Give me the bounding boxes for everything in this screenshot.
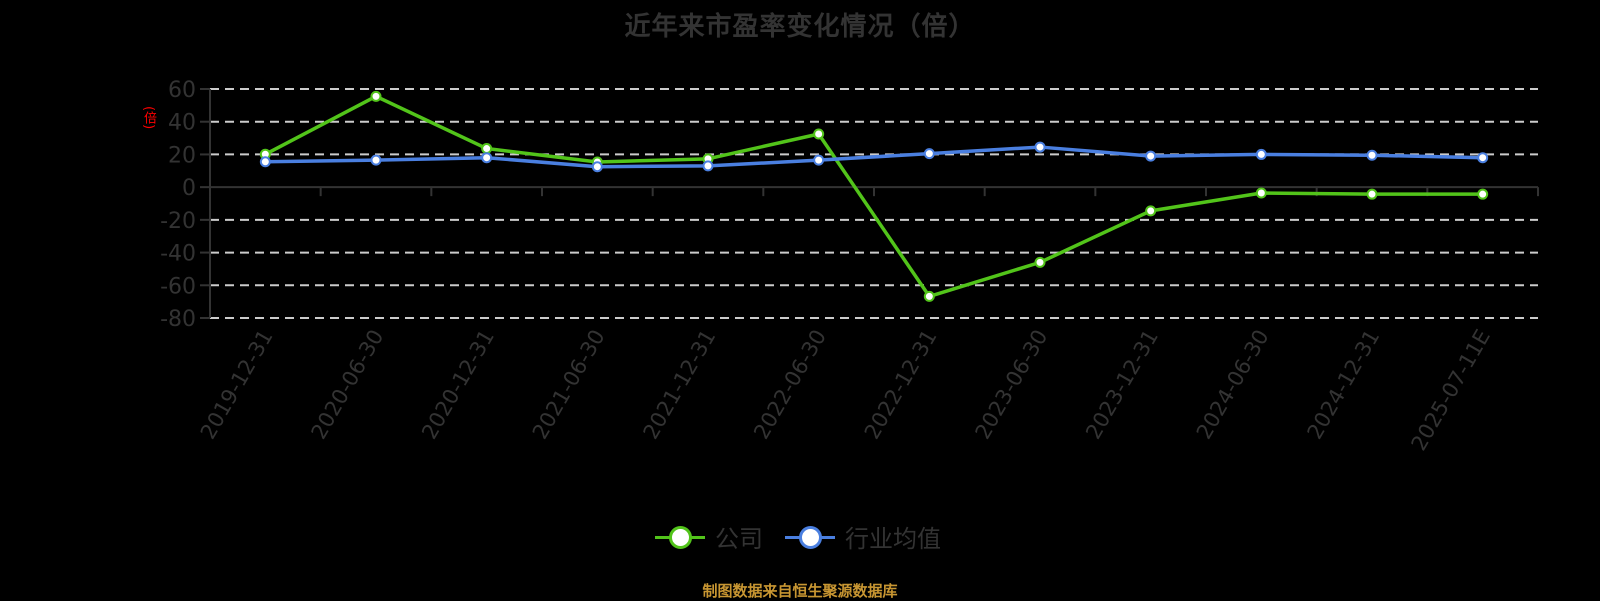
svg-text:60: 60 [168,78,196,103]
svg-text:2021-12-31: 2021-12-31 [639,326,721,444]
svg-text:0: 0 [182,176,196,201]
legend-item-company[interactable]: 公司 [655,519,763,554]
svg-text:2023-06-30: 2023-06-30 [971,326,1053,444]
svg-text:2022-12-31: 2022-12-31 [860,325,942,443]
legend-item-industry[interactable]: 行业均值 [785,519,941,554]
svg-text:2020-06-30: 2020-06-30 [307,326,389,444]
chart-title: 近年来市盈率变化情况（倍） [624,12,976,42]
x-axis [209,89,1539,318]
svg-text:2023-12-31: 2023-12-31 [1081,326,1163,444]
grid-lines [210,88,1538,319]
svg-text:2020-12-31: 2020-12-31 [417,325,499,443]
legend: 公司 行业均值 [655,519,941,554]
svg-text:2024-06-30: 2024-06-30 [1192,326,1274,444]
svg-text:-40: -40 [160,242,196,267]
svg-text:2022-06-30: 2022-06-30 [749,326,831,444]
svg-text:40: 40 [168,111,196,136]
legend-label-industry: 行业均值 [845,525,941,553]
svg-text:-60: -60 [160,274,196,299]
legend-marker-company-icon [655,525,705,549]
legend-label-company: 公司 [715,525,763,553]
legend-marker-industry-icon [785,525,835,549]
svg-text:2019-12-31: 2019-12-31 [196,326,278,444]
svg-text:20: 20 [168,143,196,168]
svg-text:2021-06-30: 2021-06-30 [528,326,610,444]
svg-text:-80: -80 [160,307,196,332]
x-axis-labels: 2019-12-31 2020-06-30 2020-12-31 2021-06-30… [196,325,1495,454]
series-lines [259,90,1489,302]
data-source-note: 制图数据来自恒生聚源数据库 [702,582,898,600]
svg-text:2024-12-31: 2024-12-31 [1303,326,1385,444]
svg-text:2025-07-11E: 2025-07-11E [1407,326,1495,455]
svg-text:-20: -20 [160,209,196,234]
y-axis-unit-label: (倍) [141,106,156,130]
y-axis-ticks: 60 40 20 0 -20 -40 -60 -80 [160,78,210,332]
